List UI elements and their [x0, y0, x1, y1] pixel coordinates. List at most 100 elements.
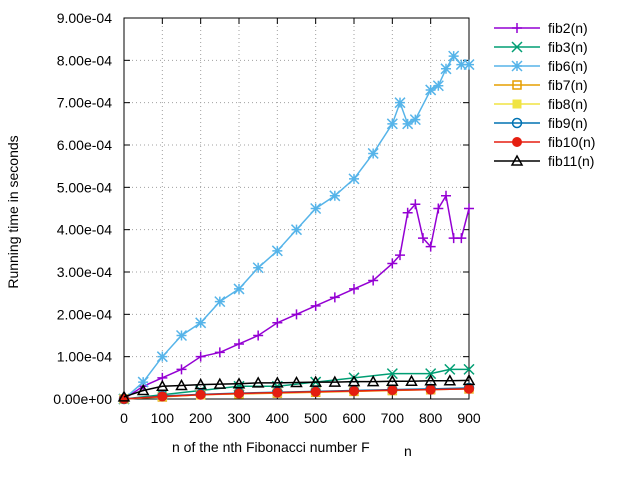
data-point [348, 173, 360, 185]
legend-item: fib11(n) [494, 153, 594, 169]
data-point [387, 258, 398, 269]
data-point [290, 375, 303, 388]
data-point [441, 190, 451, 201]
series-fib6-n- [118, 50, 475, 405]
data-point [387, 385, 398, 396]
data-point [395, 250, 405, 261]
data-point [386, 368, 398, 380]
x-tick-label: 0 [120, 410, 128, 426]
data-point [329, 292, 340, 303]
data-point [425, 241, 436, 252]
x-tick-label: 500 [304, 410, 328, 426]
series-fib11-n- [117, 373, 476, 402]
data-point [195, 317, 207, 329]
data-point [425, 368, 437, 380]
data-point [368, 275, 379, 286]
data-point [328, 375, 342, 387]
x-tick-label: 300 [227, 410, 251, 426]
data-point [329, 190, 341, 202]
legend-label: fib3(n) [548, 39, 588, 55]
data-point [511, 60, 523, 72]
series-line [123, 368, 469, 400]
data-point [213, 377, 227, 389]
data-point [347, 375, 361, 387]
data-point [432, 80, 444, 92]
y-tick-label: 5.00e-04 [57, 179, 112, 195]
legend-item: fib7(n) [494, 77, 588, 93]
x-tick-label: 200 [189, 410, 213, 426]
y-tick-label: 4.00e-04 [57, 222, 112, 238]
data-point [252, 262, 264, 274]
data-point [386, 374, 399, 386]
y-tick-label: 0.00e+00 [53, 391, 112, 407]
axis-ticks: 0 100 200 300 400 500 600 700 800 900 0.00e+00 1.00… [53, 10, 481, 426]
data-point [512, 80, 522, 90]
data-point [156, 379, 169, 392]
data-point [175, 329, 188, 342]
y-tick-label: 8.00e-04 [57, 52, 112, 68]
data-point [136, 383, 150, 396]
x-axis-label-subscript: n [404, 443, 412, 459]
data-point [512, 99, 522, 109]
data-point [195, 389, 206, 400]
y-tick-label: 2.00e-04 [57, 306, 112, 322]
legend-item: fib10(n) [494, 134, 595, 150]
data-point [309, 375, 322, 387]
legend-label: fib6(n) [548, 58, 588, 74]
data-point [424, 374, 437, 386]
data-point [194, 378, 207, 390]
data-point [233, 283, 245, 295]
x-tick-label: 800 [419, 410, 443, 426]
x-tick-label: 600 [342, 410, 366, 426]
data-point [137, 376, 149, 388]
series-line [123, 379, 470, 398]
y-tick-label: 1.00e-04 [57, 349, 112, 365]
data-point [214, 296, 226, 308]
data-point [156, 351, 168, 363]
data-point [253, 330, 264, 341]
series-line [123, 388, 470, 400]
legend-label: fib9(n) [548, 115, 588, 131]
data-point [272, 317, 283, 328]
data-point [464, 203, 474, 214]
data-point [425, 384, 436, 395]
y-tick-label: 7.00e-04 [57, 95, 112, 111]
data-point [511, 41, 523, 53]
data-point [195, 351, 206, 362]
data-point [310, 202, 322, 215]
legend: fib2(n) fib3(n) fib6(n) fib7(n) fib8(n) fib9(… [494, 20, 595, 169]
x-tick-label: 400 [266, 410, 290, 426]
data-point [444, 363, 456, 375]
data-point [425, 84, 437, 96]
data-point [510, 154, 524, 166]
legend-label: fib8(n) [548, 96, 588, 112]
y-tick-label: 6.00e-04 [57, 137, 112, 153]
data-point [272, 387, 283, 398]
data-point [433, 203, 444, 214]
data-point [310, 300, 321, 311]
data-point [455, 59, 467, 71]
data-point [291, 309, 302, 320]
data-point [232, 377, 246, 389]
data-point [440, 63, 452, 75]
data-point [310, 386, 321, 397]
x-tick-label: 100 [151, 410, 175, 426]
legend-label: fib7(n) [548, 77, 588, 93]
data-point [366, 375, 380, 387]
data-point [234, 338, 244, 349]
data-point [117, 390, 131, 402]
legend-item: fib8(n) [494, 96, 588, 112]
data-point [402, 118, 414, 130]
legend-item: fib9(n) [494, 115, 588, 131]
legend-label: fib10(n) [548, 134, 595, 150]
data-point [418, 233, 428, 244]
data-point [405, 374, 418, 386]
legend-item: fib6(n) [494, 58, 588, 74]
data-point [443, 374, 457, 386]
data-point [511, 117, 523, 129]
series-fib3-n- [118, 363, 475, 405]
data-point [512, 137, 522, 147]
data-point [349, 385, 359, 396]
legend-item: fib2(n) [494, 20, 588, 36]
data-point [448, 50, 460, 62]
